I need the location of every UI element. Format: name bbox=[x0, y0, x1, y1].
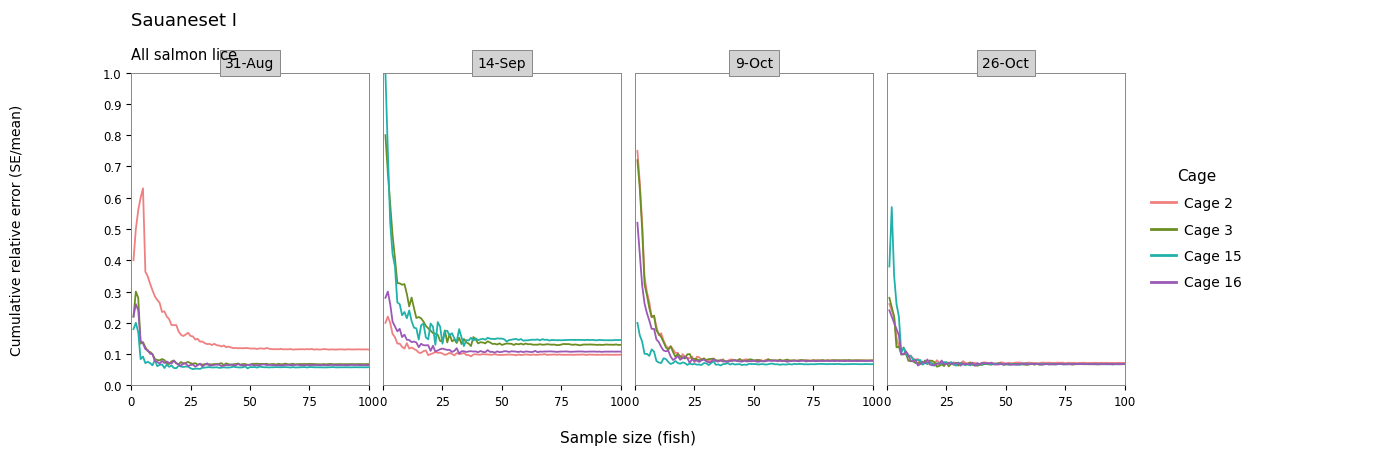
Title: 26-Oct: 26-Oct bbox=[983, 57, 1029, 71]
Title: 31-Aug: 31-Aug bbox=[225, 57, 275, 71]
Title: 14-Sep: 14-Sep bbox=[477, 57, 526, 71]
Text: All salmon lice: All salmon lice bbox=[131, 48, 237, 63]
Text: Sauaneset I: Sauaneset I bbox=[131, 11, 237, 29]
Legend: Cage 2, Cage 3, Cage 15, Cage 16: Cage 2, Cage 3, Cage 15, Cage 16 bbox=[1145, 163, 1248, 296]
Title: 9-Oct: 9-Oct bbox=[734, 57, 773, 71]
Text: Sample size (fish): Sample size (fish) bbox=[560, 430, 696, 445]
Text: Cumulative relative error (SE/mean): Cumulative relative error (SE/mean) bbox=[10, 104, 23, 355]
